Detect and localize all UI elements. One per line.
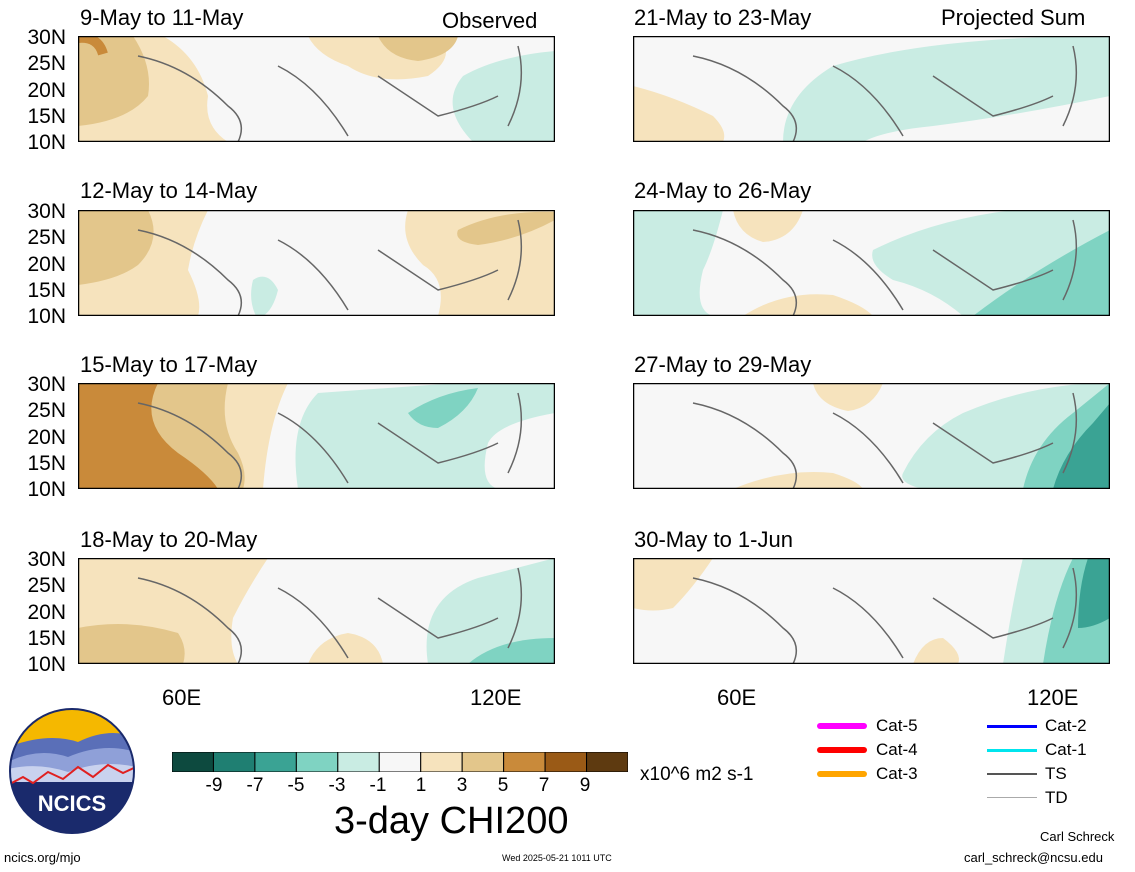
colorbar-cell xyxy=(420,752,463,772)
x-tick: 120E xyxy=(470,685,522,710)
colorbar-cell xyxy=(212,752,256,772)
colorbar-cell xyxy=(461,752,505,772)
panel-title: 12-May to 14-May xyxy=(80,178,258,203)
colorbar-units: x10^6 m2 s-1 xyxy=(640,764,754,785)
y-tick: 20N xyxy=(27,426,66,449)
legend-label: Cat-3 xyxy=(876,764,918,783)
map-panel xyxy=(78,210,555,316)
x-tick: 120E xyxy=(1027,685,1079,710)
y-tick: 20N xyxy=(27,253,66,276)
legend-swatch xyxy=(987,773,1037,775)
y-tick: 15N xyxy=(27,279,66,302)
map-panel xyxy=(633,210,1110,316)
y-tick: 25N xyxy=(27,52,66,75)
panel-title: 18-May to 20-May xyxy=(80,527,258,552)
legend-swatch xyxy=(987,725,1037,728)
y-tick: 10N xyxy=(27,653,66,676)
legend-label: Cat-1 xyxy=(1045,740,1087,759)
legend-label: TS xyxy=(1045,764,1067,783)
footer-timestamp: Wed 2025-05-21 1011 UTC xyxy=(502,853,612,863)
colorbar-label: 7 xyxy=(538,775,550,796)
y-tick: 25N xyxy=(27,574,66,597)
colorbar-label: 1 xyxy=(415,775,427,796)
colorbar xyxy=(172,752,628,772)
footer-email: carl_schreck@ncsu.edu xyxy=(964,850,1103,865)
colorbar-label: -5 xyxy=(287,775,305,796)
legend-swatch xyxy=(817,747,867,753)
panel-title: 9-May to 11-May xyxy=(80,5,244,30)
legend-label: Cat-2 xyxy=(1045,716,1087,735)
colorbar-label: -1 xyxy=(369,775,387,796)
y-tick: 20N xyxy=(27,601,66,624)
colorbar-label: -3 xyxy=(328,775,346,796)
colorbar-cell xyxy=(544,752,588,772)
y-tick: 10N xyxy=(27,305,66,328)
legend-swatch xyxy=(987,797,1037,798)
panel-title: 21-May to 23-May xyxy=(634,5,812,30)
logo-text: NCICS xyxy=(38,791,106,816)
legend-label: TD xyxy=(1045,788,1068,807)
map-panel xyxy=(633,383,1110,489)
footer-url: ncics.org/mjo xyxy=(4,850,81,865)
y-tick: 15N xyxy=(27,105,66,128)
y-tick: 25N xyxy=(27,226,66,249)
footer-author: Carl Schreck xyxy=(1040,829,1115,844)
colorbar-label: -7 xyxy=(246,775,264,796)
colorbar-label: 5 xyxy=(497,775,509,796)
y-tick: 20N xyxy=(27,79,66,102)
x-tick: 60E xyxy=(717,685,757,710)
map-panel xyxy=(78,36,555,142)
colorbar-cell xyxy=(254,752,297,772)
ncics-logo: NCICS xyxy=(9,708,135,834)
colorbar-label: 9 xyxy=(579,775,591,796)
colorbar-cell xyxy=(172,752,214,772)
panel-title: 27-May to 29-May xyxy=(634,352,812,377)
y-tick: 15N xyxy=(27,452,66,475)
y-tick: 10N xyxy=(27,131,66,154)
map-panel xyxy=(633,558,1110,664)
map-panel xyxy=(633,36,1110,142)
y-tick: 30N xyxy=(27,373,66,396)
colorbar-cell xyxy=(295,752,339,772)
colorbar-cell xyxy=(586,752,628,772)
panel-title: 30-May to 1-Jun xyxy=(634,527,793,552)
legend-swatch xyxy=(987,749,1037,752)
y-tick: 10N xyxy=(27,478,66,501)
colorbar-cell xyxy=(378,752,422,772)
legend-label: Cat-4 xyxy=(876,740,918,759)
panel-title: 15-May to 17-May xyxy=(80,352,258,377)
map-panel xyxy=(78,558,555,664)
y-tick: 15N xyxy=(27,627,66,650)
map-panel xyxy=(78,383,555,489)
x-tick: 60E xyxy=(162,685,202,710)
observed-label: Observed xyxy=(442,8,538,33)
colorbar-label: 3 xyxy=(456,775,468,796)
y-tick: 30N xyxy=(27,26,66,49)
colorbar-cell xyxy=(337,752,380,772)
legend-swatch xyxy=(817,723,867,729)
y-tick: 30N xyxy=(27,200,66,223)
y-tick: 25N xyxy=(27,399,66,422)
colorbar-label: -9 xyxy=(205,775,223,796)
legend-label: Cat-5 xyxy=(876,716,918,735)
panel-title: 24-May to 26-May xyxy=(634,178,812,203)
colorbar-title: 3-day CHI200 xyxy=(334,800,569,842)
projected-sum-label: Projected Sum xyxy=(941,5,1086,30)
colorbar-cell xyxy=(503,752,546,772)
y-tick: 30N xyxy=(27,548,66,571)
legend-swatch xyxy=(817,771,867,777)
